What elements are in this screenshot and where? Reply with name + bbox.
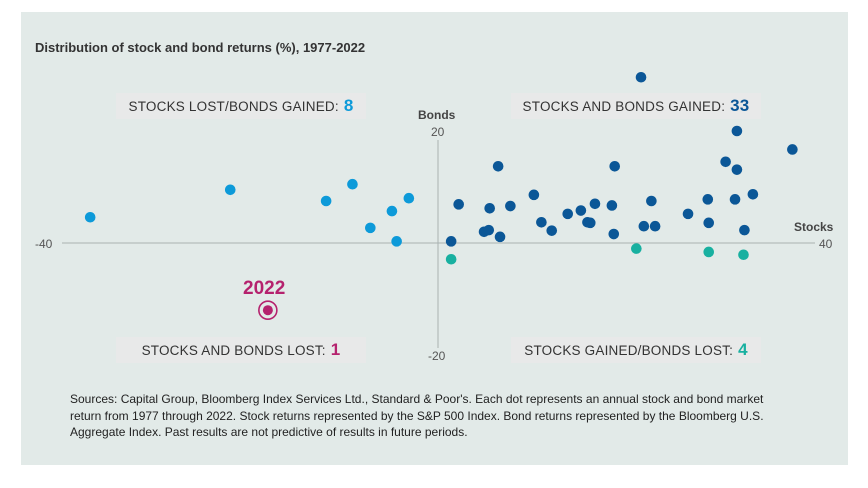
data-point <box>649 220 661 232</box>
quadrant-count: 1 <box>330 340 341 359</box>
data-point <box>606 200 618 211</box>
chart-card <box>21 12 848 465</box>
data-point <box>702 194 714 205</box>
chart-title: Distribution of stock and bond returns (… <box>35 40 366 55</box>
data-point <box>682 208 694 220</box>
data-point-2022 <box>262 305 273 316</box>
data-point <box>445 253 457 265</box>
y-tick-top: 20 <box>431 125 445 139</box>
quadrant-text: STOCKS AND BONDS GAINED: <box>522 98 726 114</box>
data-point <box>584 217 596 229</box>
data-point <box>386 205 398 217</box>
y-tick-bottom: -20 <box>428 349 446 363</box>
data-point <box>739 224 750 236</box>
data-point <box>787 144 798 155</box>
data-point <box>224 184 236 196</box>
data-point <box>505 200 516 212</box>
quadrant-label-stocks-gained-bonds-lost: STOCKS GAINED/BONDS LOST: 4 <box>511 337 761 363</box>
data-point <box>635 71 647 83</box>
quadrant-label-stocks-lost-bonds-gained: STOCKS LOST/BONDS GAINED: 8 <box>116 93 366 119</box>
data-point <box>638 220 650 232</box>
data-point <box>738 249 749 261</box>
quadrant-label-both-lost: STOCKS AND BONDS LOST: 1 <box>116 337 366 363</box>
data-point <box>631 243 642 254</box>
data-point <box>84 211 96 223</box>
data-point <box>575 205 587 216</box>
quadrant-text: STOCKS LOST/BONDS GAINED: <box>128 98 339 114</box>
data-point <box>484 202 496 214</box>
data-point <box>453 199 464 210</box>
quadrant-count: 8 <box>343 96 354 115</box>
quadrant-label-both-gained: STOCKS AND BONDS GAINED: 33 <box>511 93 761 119</box>
data-point <box>365 222 376 234</box>
data-point <box>729 194 741 205</box>
data-point <box>703 246 715 258</box>
data-point <box>646 195 657 207</box>
data-point <box>391 236 402 247</box>
data-point <box>731 125 743 137</box>
highlight-label-2022: 2022 <box>243 278 286 299</box>
data-point <box>492 160 504 172</box>
data-point <box>347 178 358 190</box>
data-point <box>703 217 715 229</box>
data-point <box>494 231 506 243</box>
x-tick-right: 40 <box>819 237 833 251</box>
data-point <box>536 216 547 228</box>
sources-footnote: Sources: Capital Group, Bloomberg Index … <box>70 392 764 439</box>
quadrant-text: STOCKS GAINED/BONDS LOST: <box>524 342 734 358</box>
data-point <box>483 224 495 236</box>
quadrant-text: STOCKS AND BONDS LOST: <box>141 342 326 358</box>
data-point <box>445 236 457 247</box>
data-point <box>546 225 558 236</box>
data-point <box>731 164 743 175</box>
data-point <box>320 195 332 207</box>
data-point <box>608 228 620 240</box>
highlight-ring-2022 <box>258 300 278 321</box>
quadrant-count: 33 <box>730 96 750 115</box>
quadrant-count: 4 <box>738 340 748 359</box>
data-point <box>562 208 574 220</box>
data-point <box>528 189 540 201</box>
data-point <box>609 160 621 172</box>
data-point <box>720 156 731 168</box>
y-axis-label: Bonds <box>418 108 456 122</box>
data-point <box>403 192 415 204</box>
x-tick-left: -40 <box>35 237 53 251</box>
data-point <box>589 198 601 210</box>
x-axis-label: Stocks <box>794 220 834 234</box>
data-point <box>747 188 759 200</box>
